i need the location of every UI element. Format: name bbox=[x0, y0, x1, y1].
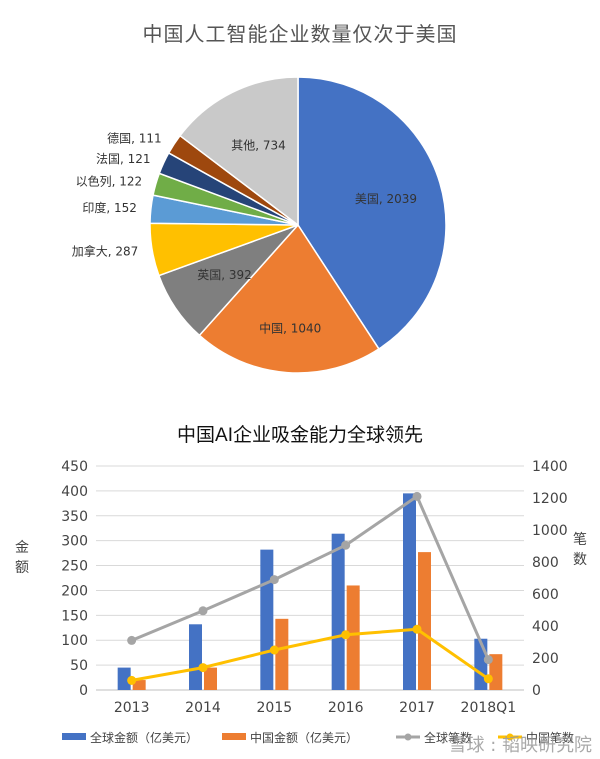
legend-marker-2 bbox=[404, 733, 412, 741]
pie-chart: 美国, 2039 中国, 1040 英国, 392 加拿大, 287 印度, 152 以色… bbox=[72, 76, 447, 374]
line-point-1-4 bbox=[412, 624, 422, 634]
bar-1-1 bbox=[204, 667, 217, 690]
bar-0-4 bbox=[403, 493, 416, 690]
line-point-0-1 bbox=[198, 606, 208, 616]
legend-label-2: 全球笔数 bbox=[424, 730, 472, 745]
bar-0-3 bbox=[331, 533, 345, 690]
bar-1-3 bbox=[346, 585, 360, 690]
pie-label-3: 加拿大, 287 bbox=[72, 243, 139, 258]
pie-label-7: 德国, 111 bbox=[107, 131, 162, 146]
bar-1-4 bbox=[418, 552, 431, 690]
y-right-tick-label: 1200 bbox=[532, 491, 568, 507]
legend-label-3: 中国笔数 bbox=[526, 730, 574, 745]
x-tick-label: 2016 bbox=[328, 700, 364, 716]
legend-label-1: 中国金额（亿美元） bbox=[250, 730, 358, 745]
line-point-1-3 bbox=[341, 630, 351, 640]
y-left-tick-label: 50 bbox=[70, 658, 88, 674]
y-right-tick-label: 800 bbox=[532, 555, 559, 571]
pie-label-2: 英国, 392 bbox=[197, 268, 252, 282]
y-right-tick-label: 0 bbox=[532, 683, 541, 699]
line-point-0-2 bbox=[269, 575, 279, 585]
pie-chart-title: 中国人工智能企业数量仅次于美国 bbox=[142, 24, 458, 46]
y-left-axis-title: 金额 bbox=[15, 540, 29, 576]
y-left-tick-label: 300 bbox=[61, 534, 88, 550]
legend-label-0: 全球金额（亿美元） bbox=[90, 730, 198, 745]
x-tick-label: 2018Q1 bbox=[461, 700, 517, 716]
line-point-1-5 bbox=[483, 674, 493, 684]
line-point-1-2 bbox=[269, 645, 279, 655]
bar-0-5 bbox=[474, 638, 488, 690]
x-tick-label: 2013 bbox=[114, 700, 150, 716]
line-point-1-0 bbox=[127, 675, 137, 685]
bar-1-5 bbox=[489, 654, 503, 690]
y-right-tick-label: 600 bbox=[532, 587, 559, 603]
y-right-tick-label: 400 bbox=[532, 619, 559, 635]
x-tick-label: 2015 bbox=[257, 700, 293, 716]
pie-label-6: 法国, 121 bbox=[96, 152, 151, 166]
pie-slice-8 bbox=[178, 76, 299, 227]
pie-label-5: 以色列, 122 bbox=[76, 174, 143, 188]
pie-label-8: 其他, 734 bbox=[231, 138, 286, 152]
y-left-tick-label: 200 bbox=[61, 583, 88, 599]
y-left-tick-label: 0 bbox=[79, 683, 88, 699]
y-left-tick-label: 100 bbox=[61, 633, 88, 649]
pie-label-4: 印度, 152 bbox=[82, 200, 137, 215]
pie-label-0: 美国, 2039 bbox=[355, 192, 417, 206]
line-point-0-4 bbox=[412, 491, 422, 501]
bar-chart-title: 中国AI企业吸金能力全球领先 bbox=[177, 425, 423, 446]
bar-1-2 bbox=[275, 618, 289, 690]
line-point-1-1 bbox=[198, 663, 208, 673]
bar-0-0 bbox=[117, 667, 131, 690]
line-point-0-3 bbox=[341, 540, 351, 550]
y-left-tick-label: 150 bbox=[61, 608, 88, 624]
line-series-0 bbox=[131, 494, 490, 661]
legend-swatch-1 bbox=[222, 733, 246, 740]
line-point-0-0 bbox=[127, 635, 137, 645]
bar-1-0 bbox=[132, 680, 146, 690]
bar-0-2 bbox=[260, 549, 274, 690]
legend-swatch-0 bbox=[62, 733, 86, 740]
y-right-tick-label: 1400 bbox=[532, 459, 568, 475]
y-left-tick-label: 250 bbox=[61, 559, 88, 575]
y-right-tick-label: 1000 bbox=[532, 523, 568, 539]
pie-label-1: 中国, 1040 bbox=[259, 320, 321, 335]
line-point-0-5 bbox=[483, 655, 493, 665]
bar-0-1 bbox=[189, 624, 202, 690]
x-tick-label: 2014 bbox=[185, 700, 221, 716]
x-tick-label: 2017 bbox=[399, 700, 435, 716]
bar-line-chart: 0 50 100 150 200 250 300 350 400 450 0 200 400 600 800… bbox=[15, 459, 592, 756]
y-left-tick-label: 400 bbox=[61, 484, 88, 500]
y-right-tick-label: 200 bbox=[532, 651, 559, 667]
y-left-tick-label: 350 bbox=[61, 509, 88, 525]
pie-slice-1 bbox=[198, 223, 380, 374]
y-right-axis-title: 笔数 bbox=[573, 532, 587, 568]
y-left-tick-label: 450 bbox=[61, 459, 88, 475]
line-series-1 bbox=[131, 627, 490, 682]
legend-marker-3 bbox=[506, 733, 514, 741]
watermark: 雪球 : 韬映研究院 bbox=[448, 735, 592, 756]
